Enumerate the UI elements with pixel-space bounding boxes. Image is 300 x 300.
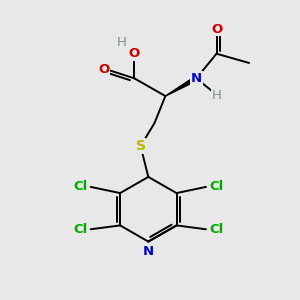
Text: H: H [212,89,221,102]
Text: Cl: Cl [73,223,88,236]
Text: Cl: Cl [209,180,223,194]
Text: O: O [129,47,140,60]
Text: H: H [117,36,127,50]
Text: N: N [143,245,154,258]
Text: O: O [98,63,110,76]
Text: N: N [191,72,202,85]
Text: Cl: Cl [209,223,223,236]
Text: O: O [211,22,222,36]
Text: S: S [136,139,146,153]
Polygon shape [165,76,197,96]
Text: Cl: Cl [73,180,88,194]
